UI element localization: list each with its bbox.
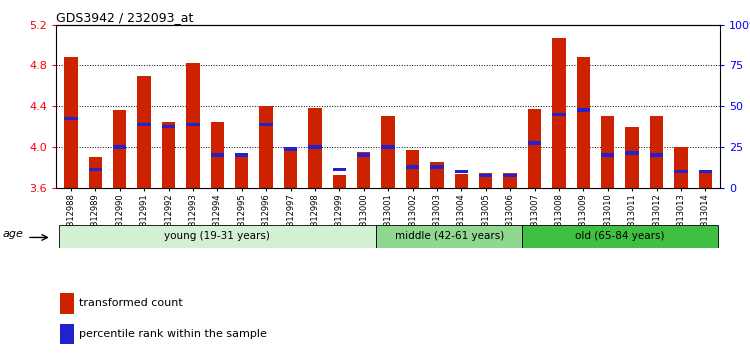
Bar [528,109,542,188]
Bar [699,172,712,188]
Bar [406,150,419,188]
Bar [601,116,614,188]
Bar [64,57,77,188]
Bar [650,116,663,188]
Bar [186,123,200,126]
Text: GDS3942 / 232093_at: GDS3942 / 232093_at [56,11,194,24]
Bar [382,145,394,149]
Bar [162,122,176,188]
Bar [88,157,102,188]
Bar [186,63,200,188]
Bar [503,173,517,177]
Text: age: age [3,229,24,239]
Bar [552,113,566,116]
Bar [528,141,542,145]
Bar [479,173,493,177]
Bar [406,165,419,169]
Bar [137,123,151,126]
Bar [552,38,566,188]
Bar [88,167,102,171]
Bar [113,145,127,149]
Bar [699,170,712,173]
Bar [332,175,346,188]
Bar [308,145,322,149]
Bar [284,147,297,188]
Bar [357,153,370,157]
Bar [162,125,176,129]
Bar [382,116,394,188]
Bar [58,225,376,248]
Bar [454,175,468,188]
Text: young (19-31 years): young (19-31 years) [164,231,270,241]
Bar [577,57,590,188]
Bar [235,155,248,188]
Bar [626,151,639,155]
Bar [430,162,444,188]
Bar [137,76,151,188]
Bar [113,110,127,188]
Bar [601,153,614,157]
Bar [674,170,688,173]
Text: percentile rank within the sample: percentile rank within the sample [80,329,267,339]
Text: middle (42-61 years): middle (42-61 years) [394,231,504,241]
Bar [650,153,663,157]
Bar [260,106,273,188]
Bar [454,170,468,173]
Bar [235,153,248,157]
Text: old (65-84 years): old (65-84 years) [575,231,664,241]
Bar [211,153,224,157]
Bar [357,152,370,188]
Bar [211,122,224,188]
Bar [479,173,493,188]
Bar [284,147,297,151]
Bar [332,167,346,171]
Bar [674,147,688,188]
Bar [577,108,590,112]
Text: transformed count: transformed count [80,298,183,308]
Bar [626,127,639,188]
Bar [376,225,522,248]
Bar [522,225,718,248]
Bar [430,165,444,169]
Bar [503,173,517,188]
Bar [59,324,74,344]
Bar [59,293,74,314]
Bar [308,108,322,188]
Bar [64,116,77,120]
Bar [260,123,273,126]
